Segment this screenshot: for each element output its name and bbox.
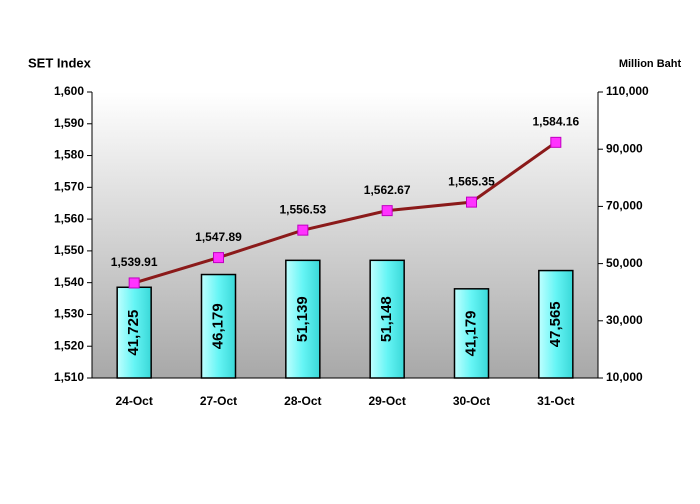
y-tick-label: 1,600 — [54, 84, 84, 98]
line-marker — [297, 224, 309, 236]
line-value-label: 1,562.67 — [364, 183, 411, 197]
line-marker — [381, 205, 393, 217]
line-value-label: 1,565.35 — [448, 174, 495, 188]
x-tick-label: 29-Oct — [368, 394, 405, 408]
y-tick-label: 1,520 — [54, 338, 84, 352]
y-tick-label: 1,560 — [54, 211, 84, 225]
y-tick-label: 1,580 — [54, 148, 84, 162]
bar — [453, 288, 490, 379]
line-marker — [128, 277, 140, 289]
line-value-label: 1,539.91 — [111, 255, 158, 269]
bar — [369, 259, 405, 379]
line-value-label: 1,547.89 — [195, 230, 242, 244]
x-tick-label: 24-Oct — [115, 394, 152, 408]
y-axis-title: SET Index — [28, 55, 92, 70]
y-tick-label: 1,550 — [54, 243, 84, 257]
line-marker — [550, 136, 562, 148]
bar-value-label: 46,179 — [209, 303, 226, 349]
y2-tick-label: 30,000 — [606, 313, 643, 327]
bar — [285, 259, 321, 379]
x-tick-label: 27-Oct — [200, 394, 237, 408]
y2-tick-label: 50,000 — [606, 256, 643, 270]
y-tick-label: 1,590 — [54, 116, 84, 130]
line-value-label: 1,584.16 — [532, 115, 579, 129]
bar-value-label: 51,139 — [294, 296, 311, 342]
x-tick-label: 30-Oct — [453, 394, 490, 408]
line-value-label: 1,556.53 — [279, 202, 326, 216]
bar-value-label: 41,179 — [462, 310, 479, 356]
x-tick-label: 31-Oct — [537, 394, 574, 408]
line — [133, 141, 557, 285]
y2-tick-label: 10,000 — [606, 370, 643, 384]
y2-axis-title: Million Baht — [619, 58, 682, 70]
y2-tick-label: 70,000 — [606, 199, 643, 213]
bar-value-label: 47,565 — [547, 301, 564, 347]
y-tick-label: 1,510 — [54, 370, 84, 384]
bar — [200, 273, 237, 379]
bar-value-label: 51,148 — [378, 296, 395, 342]
line-marker — [466, 196, 477, 208]
y-tick-label: 1,530 — [54, 307, 84, 321]
y2-tick-label: 110,000 — [606, 84, 649, 98]
y-tick-label: 1,570 — [54, 180, 84, 194]
x-tick-label: 28-Oct — [284, 394, 321, 408]
bar-value-label: 41,725 — [125, 310, 142, 356]
plot-area — [92, 92, 598, 378]
bar — [538, 269, 574, 379]
line-marker — [213, 252, 224, 264]
y2-tick-label: 90,000 — [606, 141, 643, 155]
y-tick-label: 1,540 — [54, 275, 84, 289]
